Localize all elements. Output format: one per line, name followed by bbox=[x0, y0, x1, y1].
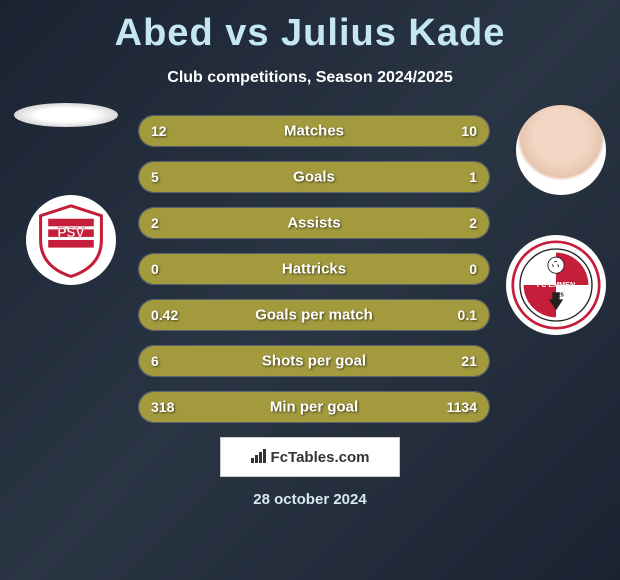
stat-bar-right bbox=[430, 162, 490, 192]
stat-value-left: 6 bbox=[151, 353, 159, 369]
stat-row: 6 21 Shots per goal bbox=[138, 345, 490, 377]
date-label: 28 october 2024 bbox=[0, 491, 620, 508]
stat-row: 5 1 Goals bbox=[138, 161, 490, 193]
brand-text: FcTables.com bbox=[271, 449, 370, 466]
stat-value-left: 5 bbox=[151, 169, 159, 185]
subtitle: Club competitions, Season 2024/2025 bbox=[0, 69, 620, 87]
stat-bars: 12 10 Matches 5 1 Goals 2 2 Assists 0 0 Hattricks 0.… bbox=[138, 115, 490, 423]
chart-icon bbox=[251, 449, 267, 466]
stat-label: Hattricks bbox=[282, 261, 346, 278]
player-right-avatar bbox=[516, 105, 606, 195]
stat-value-left: 0.42 bbox=[151, 307, 178, 323]
stat-value-right: 2 bbox=[469, 215, 477, 231]
page-title: Abed vs Julius Kade bbox=[0, 0, 620, 55]
stat-value-right: 21 bbox=[461, 353, 477, 369]
stat-label: Shots per goal bbox=[262, 353, 366, 370]
stat-label: Goals per match bbox=[255, 307, 373, 324]
svg-text:PSV: PSV bbox=[57, 225, 85, 240]
stat-label: Goals bbox=[293, 169, 335, 186]
player-left-avatar bbox=[14, 103, 118, 127]
stat-value-right: 1 bbox=[469, 169, 477, 185]
stat-value-right: 10 bbox=[461, 123, 477, 139]
club-right-badge: FC EMMEN 1925 bbox=[506, 235, 606, 335]
stat-bar-left bbox=[139, 162, 430, 192]
stat-label: Assists bbox=[287, 215, 340, 232]
stat-value-left: 2 bbox=[151, 215, 159, 231]
svg-text:FC EMMEN: FC EMMEN bbox=[537, 280, 575, 289]
stat-row: 2 2 Assists bbox=[138, 207, 490, 239]
comparison-container: PSV FC EMMEN 1925 12 10 Matches 5 1 Goals 2 2 As… bbox=[0, 115, 620, 423]
brand-badge[interactable]: FcTables.com bbox=[220, 437, 400, 477]
stat-value-left: 12 bbox=[151, 123, 167, 139]
stat-label: Matches bbox=[284, 123, 344, 140]
stat-value-left: 318 bbox=[151, 399, 174, 415]
stat-row: 0.42 0.1 Goals per match bbox=[138, 299, 490, 331]
stat-row: 318 1134 Min per goal bbox=[138, 391, 490, 423]
stat-row: 12 10 Matches bbox=[138, 115, 490, 147]
stat-value-right: 0 bbox=[469, 261, 477, 277]
stat-value-right: 1134 bbox=[447, 399, 477, 415]
stat-value-left: 0 bbox=[151, 261, 159, 277]
stat-bar-right bbox=[423, 300, 490, 330]
stat-value-right: 0.1 bbox=[458, 307, 477, 323]
stat-row: 0 0 Hattricks bbox=[138, 253, 490, 285]
club-left-badge: PSV bbox=[26, 195, 116, 285]
stat-label: Min per goal bbox=[270, 399, 358, 416]
